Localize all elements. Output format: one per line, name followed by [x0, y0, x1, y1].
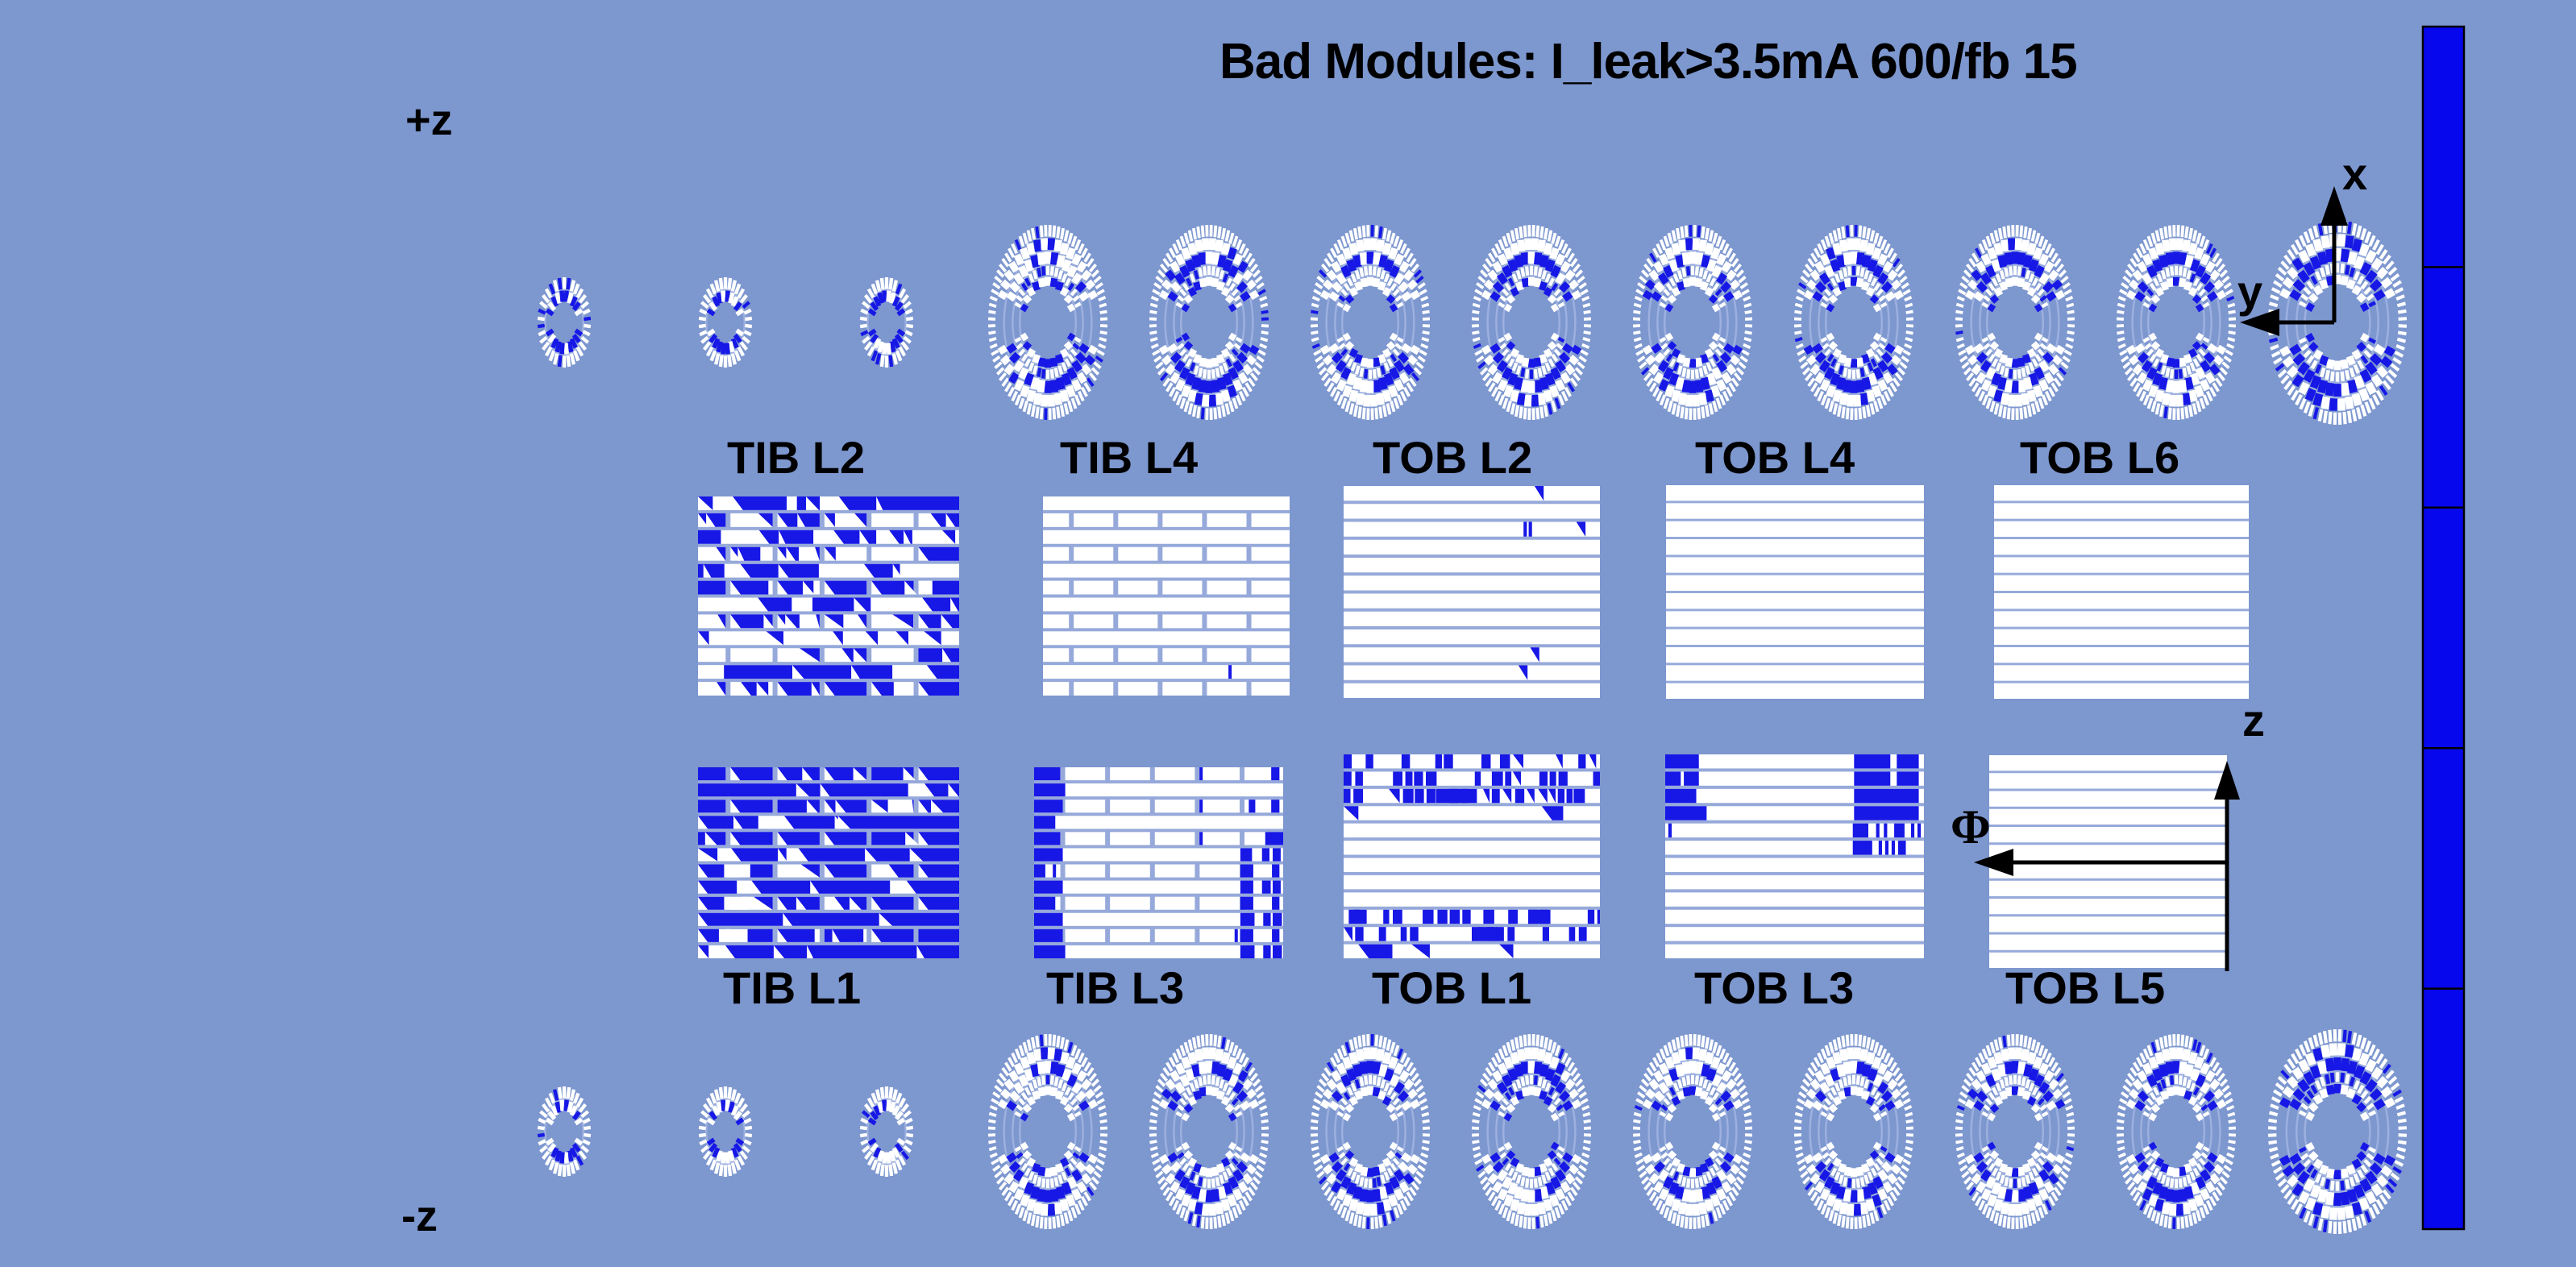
- endcap-disk-plus-700: [537, 277, 592, 368]
- panel-label-tob-l5: TOB L5: [2005, 962, 2166, 1013]
- layer-panel-tib-l2: [698, 496, 959, 696]
- panel-label-tob-l6: TOB L6: [2020, 432, 2180, 483]
- endcap-disk-plus-1700: [1310, 225, 1431, 420]
- endcap-disk-minus-2700: [2116, 1034, 2237, 1229]
- panel-label-tib-l3: TIB L3: [1046, 962, 1185, 1013]
- panel-label-tib-l4: TIB L4: [1060, 432, 1199, 483]
- layer-panel-tob-l6: [1994, 485, 2249, 699]
- endcap-disk-plus-900: [698, 277, 753, 368]
- phi-axis-label: Φ: [1951, 800, 1991, 854]
- endcap-disk-plus-1100: [859, 277, 914, 368]
- endcap-disk-plus-2300: [1793, 225, 1914, 420]
- panel-label-tib-l2: TIB L2: [727, 432, 866, 483]
- layer-panel-tob-l3: [1665, 754, 1924, 958]
- disk-row-plus: [537, 220, 2408, 425]
- endcap-disk-minus-900: [698, 1086, 753, 1177]
- layer-panel-tob-l4: [1666, 485, 1924, 699]
- endcap-disk-plus-2900: [2267, 220, 2408, 425]
- endcap-disk-plus-1900: [1471, 225, 1592, 420]
- endcap-disk-minus-1700: [1310, 1034, 1431, 1229]
- endcap-disk-plus-2500: [1955, 225, 2075, 420]
- panel-label-tib-l1: TIB L1: [723, 962, 862, 1013]
- endcap-disk-minus-1900: [1471, 1034, 1592, 1229]
- panel-label-tob-l4: TOB L4: [1695, 432, 1855, 483]
- panel-label-tob-l2: TOB L2: [1373, 432, 1533, 483]
- z-axis-label: z: [2242, 695, 2265, 746]
- panel-label-tob-l1: TOB L1: [1372, 962, 1532, 1013]
- endcap-disk-plus-1500: [1149, 225, 1269, 420]
- x-axis-label: x: [2342, 148, 2368, 199]
- plus-z-label: +z: [405, 96, 453, 144]
- endcap-disk-minus-1300: [987, 1034, 1108, 1229]
- endcap-disk-minus-2300: [1793, 1034, 1914, 1229]
- endcap-disk-minus-2100: [1632, 1034, 1753, 1229]
- disk-row-minus: [537, 1029, 2408, 1234]
- endcap-disk-plus-2700: [2116, 225, 2237, 420]
- page-title: Bad Modules: I_leak>3.5mA 600/fb 15: [1219, 34, 2078, 89]
- panel-label-tob-l3: TOB L3: [1694, 962, 1855, 1013]
- endcap-disk-minus-700: [537, 1086, 592, 1177]
- endcap-disk-minus-1100: [859, 1086, 914, 1177]
- layer-panel-tib-l4: [1043, 496, 1290, 696]
- endcap-disk-plus-2100: [1632, 225, 1753, 420]
- endcap-disk-minus-2500: [1955, 1034, 2075, 1229]
- endcap-disk-minus-2900: [2267, 1029, 2408, 1234]
- y-axis-label: y: [2237, 266, 2263, 317]
- xy-axes: [2240, 186, 2348, 336]
- endcap-disk-minus-1500: [1149, 1034, 1269, 1229]
- layer-panel-tob-l1: [1344, 754, 1600, 958]
- zphi-axes: [1974, 761, 2240, 971]
- layer-panel-tib-l3: [1034, 767, 1283, 958]
- minus-z-label: -z: [401, 1192, 438, 1240]
- layer-panel-tob-l2: [1344, 486, 1600, 698]
- endcap-disk-plus-1300: [987, 225, 1108, 420]
- layer-panel-tib-l1: [698, 767, 959, 958]
- colorbar: [2421, 25, 2466, 1231]
